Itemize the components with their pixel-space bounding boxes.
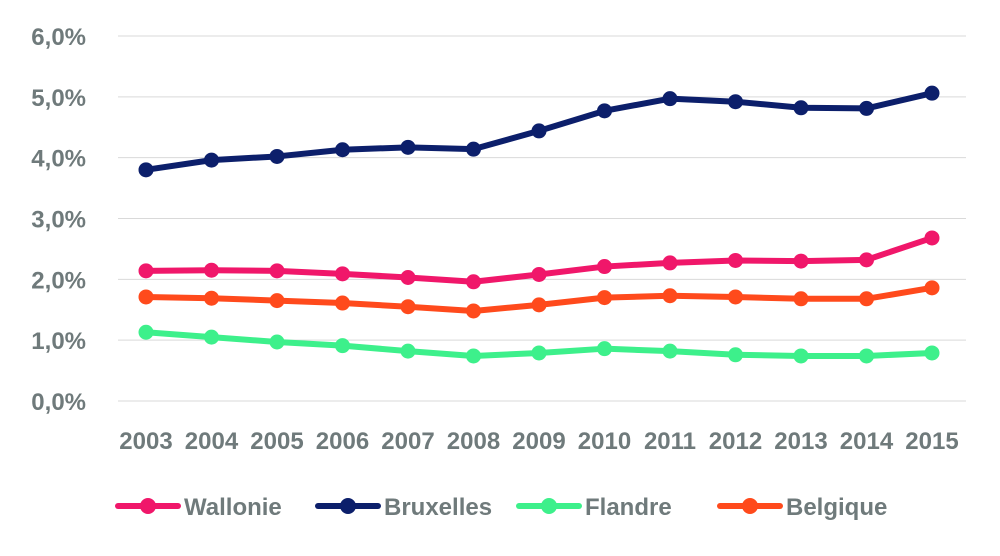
data-point xyxy=(138,289,154,305)
data-point xyxy=(531,345,547,361)
data-point xyxy=(466,348,481,364)
data-point xyxy=(531,266,547,282)
data-point xyxy=(466,141,481,157)
x-tick-label: 2010 xyxy=(578,428,631,455)
data-point xyxy=(138,263,154,279)
data-point xyxy=(531,297,547,313)
y-tick-label: 6,0% xyxy=(31,24,86,51)
legend-swatch-marker xyxy=(742,498,758,514)
data-point xyxy=(204,290,219,306)
data-point xyxy=(466,303,481,319)
legend-label: Wallonie xyxy=(184,494,282,521)
series-wallonie xyxy=(138,230,940,290)
x-tick-label: 2008 xyxy=(447,428,500,455)
data-point xyxy=(662,255,678,271)
data-point xyxy=(859,348,874,364)
data-point xyxy=(138,162,154,178)
data-point xyxy=(793,348,809,364)
data-point xyxy=(859,100,874,116)
x-tick-label: 2007 xyxy=(381,428,434,455)
legend-item-bruxelles: Bruxelles xyxy=(315,494,492,521)
data-point xyxy=(662,288,678,304)
x-tick-label: 2003 xyxy=(119,428,172,455)
x-tick-label: 2012 xyxy=(709,428,762,455)
x-tick-label: 2004 xyxy=(185,428,239,455)
data-point xyxy=(531,123,547,139)
y-tick-label: 0,0% xyxy=(31,389,86,416)
data-point xyxy=(204,262,219,278)
data-point xyxy=(269,263,285,279)
data-point xyxy=(335,338,350,354)
legend-label: Bruxelles xyxy=(384,494,492,521)
data-point xyxy=(859,291,874,307)
series-flandre xyxy=(138,324,940,364)
data-point xyxy=(400,139,416,155)
data-point xyxy=(728,289,743,305)
legend: Wallonie Bruxelles Flandre Belgique xyxy=(115,494,887,521)
data-point xyxy=(597,259,612,275)
y-tick-label: 1,0% xyxy=(31,328,86,355)
y-tick-label: 4,0% xyxy=(31,146,86,173)
data-point xyxy=(466,274,481,290)
x-tick-label: 2013 xyxy=(774,428,827,455)
data-point xyxy=(728,347,743,363)
legend-swatch-marker xyxy=(340,498,356,514)
series-bruxelles xyxy=(138,85,940,178)
data-point xyxy=(597,290,612,306)
data-point xyxy=(924,230,940,246)
y-axis-tick-labels: 0,0% 1,0% 2,0% 3,0% 4,0% 5,0% 6,0% xyxy=(31,24,86,416)
data-point xyxy=(728,252,743,268)
data-point xyxy=(793,253,809,269)
data-point xyxy=(793,291,809,307)
x-tick-label: 2009 xyxy=(512,428,565,455)
data-point xyxy=(335,142,350,158)
legend-swatch-marker xyxy=(140,498,156,514)
x-tick-label: 2014 xyxy=(840,428,894,455)
legend-item-flandre: Flandre xyxy=(516,494,672,521)
series-belgique xyxy=(138,280,940,319)
x-tick-label: 2011 xyxy=(644,428,696,455)
legend-label: Flandre xyxy=(585,494,672,521)
data-point xyxy=(335,295,350,311)
y-tick-label: 3,0% xyxy=(31,207,86,234)
data-point xyxy=(400,343,416,359)
y-tick-label: 2,0% xyxy=(31,267,86,294)
x-tick-label: 2005 xyxy=(250,428,303,455)
data-point xyxy=(924,345,940,361)
data-point xyxy=(269,148,285,164)
x-tick-label: 2006 xyxy=(316,428,369,455)
legend-item-belgique: Belgique xyxy=(717,494,887,521)
data-point xyxy=(269,334,285,350)
data-point xyxy=(924,85,940,101)
legend-swatch-marker xyxy=(541,498,557,514)
data-point xyxy=(138,324,154,340)
data-point xyxy=(400,270,416,286)
data-point xyxy=(597,341,612,357)
data-point xyxy=(269,293,285,309)
data-point xyxy=(204,152,219,168)
data-point xyxy=(662,91,678,107)
x-axis-tick-labels: 2003 2004 2005 2006 2007 2008 2009 2010 2011 2012… xyxy=(119,428,958,455)
data-point xyxy=(204,329,219,345)
series-lines xyxy=(138,85,940,364)
data-point xyxy=(924,280,940,296)
data-point xyxy=(728,94,743,110)
data-point xyxy=(335,266,350,282)
data-point xyxy=(400,299,416,315)
legend-item-wallonie: Wallonie xyxy=(115,494,282,521)
legend-label: Belgique xyxy=(786,494,887,521)
data-point xyxy=(662,343,678,359)
data-point xyxy=(793,100,809,116)
x-tick-label: 2015 xyxy=(905,428,958,455)
y-tick-label: 5,0% xyxy=(31,85,86,112)
data-point xyxy=(597,103,612,119)
data-point xyxy=(859,252,874,268)
